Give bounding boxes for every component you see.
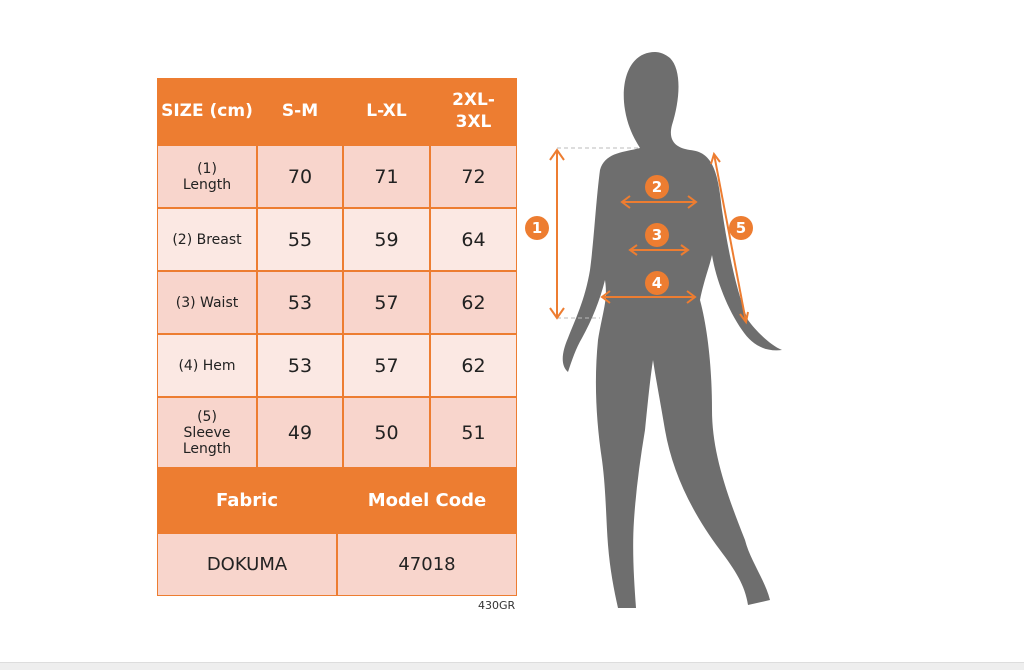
size-value: 70 <box>257 145 343 208</box>
size-value: 57 <box>343 271 430 334</box>
size-value: 53 <box>257 271 343 334</box>
marker-5: 5 <box>736 219 746 237</box>
size-value: 62 <box>430 271 517 334</box>
size-value: 49 <box>257 397 343 468</box>
header-row: SIZE (cm) S-M L-XL 2XL-3XL <box>157 78 517 145</box>
model-code-header: Model Code <box>337 468 517 533</box>
row-label: (5) Sleeve Length <box>157 397 257 468</box>
size-value: 72 <box>430 145 517 208</box>
bottom-bar <box>0 662 1024 670</box>
header-cell: S-M <box>257 78 343 145</box>
size-value: 71 <box>343 145 430 208</box>
size-value: 50 <box>343 397 430 468</box>
size-value: 59 <box>343 208 430 271</box>
fabric-header: Fabric <box>157 468 337 533</box>
header-cell: SIZE (cm) <box>157 78 257 145</box>
size-value: 53 <box>257 334 343 397</box>
marker-1: 1 <box>532 219 542 237</box>
row-label: (2) Breast <box>157 208 257 271</box>
row-label: (3) Waist <box>157 271 257 334</box>
marker-2: 2 <box>652 178 662 196</box>
table-row: (5) Sleeve Length 49 50 51 <box>157 397 517 468</box>
size-value: 62 <box>430 334 517 397</box>
size-table: SIZE (cm) S-M L-XL 2XL-3XL (1) Length 70 7… <box>157 78 517 596</box>
header-cell: 2XL-3XL <box>430 78 517 145</box>
size-value: 55 <box>257 208 343 271</box>
row-label: (4) Hem <box>157 334 257 397</box>
table-row: (1) Length 70 71 72 <box>157 145 517 208</box>
product-code: 430GR <box>478 599 516 612</box>
silhouette <box>562 52 782 608</box>
model-code-value: 47018 <box>337 533 517 596</box>
table-row: (2) Breast 55 59 64 <box>157 208 517 271</box>
row-label: (1) Length <box>157 145 257 208</box>
table-row: (4) Hem 53 57 62 <box>157 334 517 397</box>
marker-4: 4 <box>652 274 662 292</box>
table-row: (3) Waist 53 57 62 <box>157 271 517 334</box>
size-value: 51 <box>430 397 517 468</box>
footer-value-row: DOKUMA 47018 <box>157 533 517 596</box>
marker-3: 3 <box>652 226 662 244</box>
fabric-value: DOKUMA <box>157 533 337 596</box>
size-value: 57 <box>343 334 430 397</box>
header-cell: L-XL <box>343 78 430 145</box>
footer-header-row: Fabric Model Code <box>157 468 517 533</box>
size-value: 64 <box>430 208 517 271</box>
